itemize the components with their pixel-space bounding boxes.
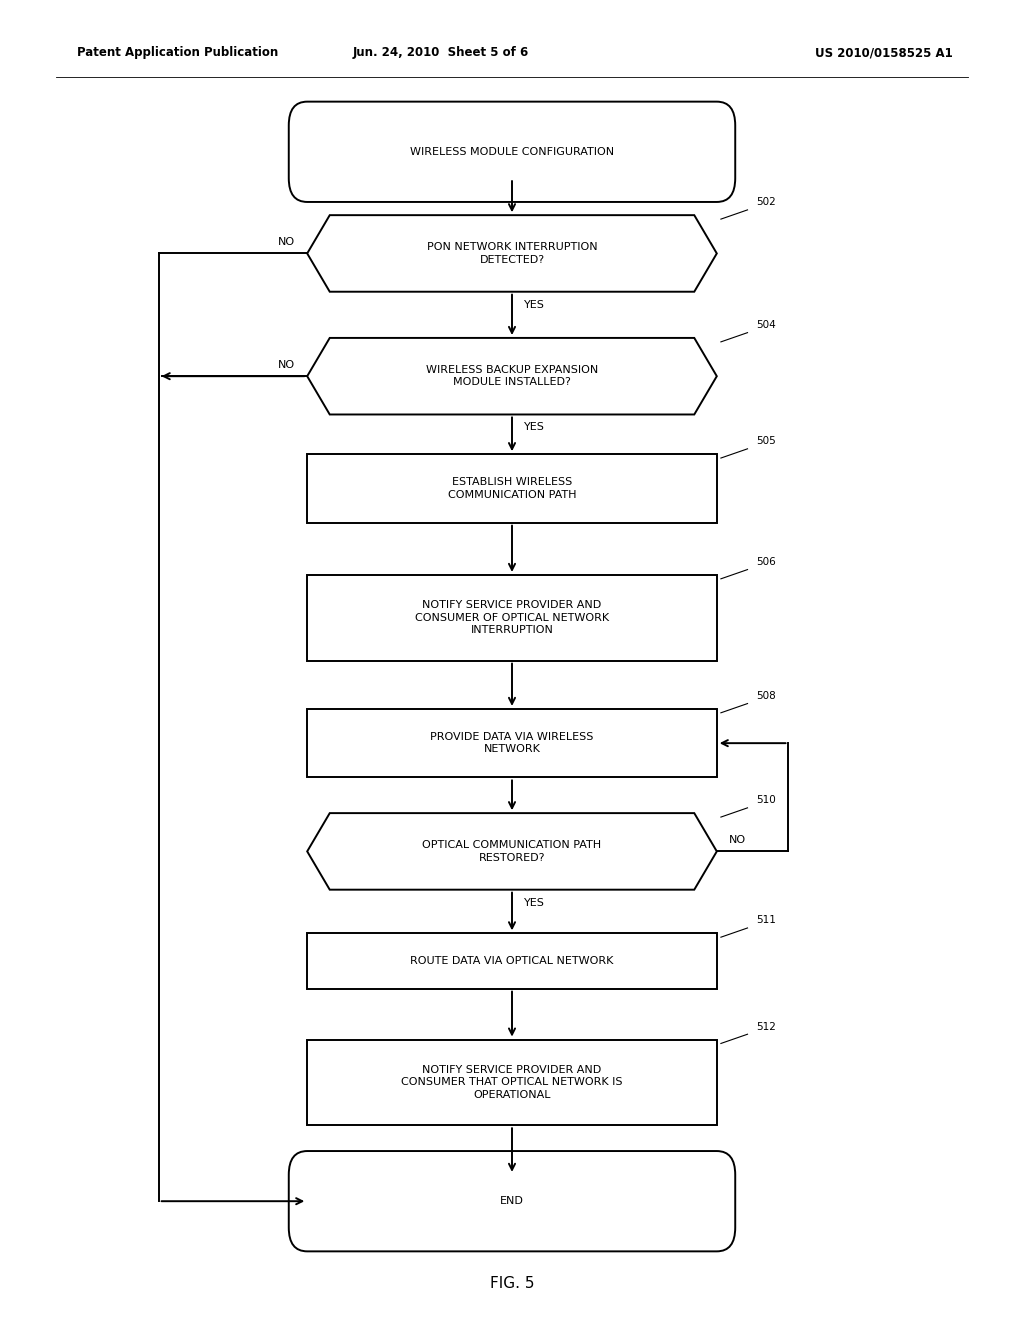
Text: NOTIFY SERVICE PROVIDER AND
CONSUMER OF OPTICAL NETWORK
INTERRUPTION: NOTIFY SERVICE PROVIDER AND CONSUMER OF … [415,601,609,635]
Text: 506: 506 [756,557,775,568]
Text: US 2010/0158525 A1: US 2010/0158525 A1 [814,46,952,59]
Polygon shape [307,215,717,292]
Text: WIRELESS MODULE CONFIGURATION: WIRELESS MODULE CONFIGURATION [410,147,614,157]
Bar [307,576,717,660]
Text: 508: 508 [756,690,775,701]
Bar [307,709,717,777]
Polygon shape [307,338,717,414]
Polygon shape [307,813,717,890]
Text: OPTICAL COMMUNICATION PATH
RESTORED?: OPTICAL COMMUNICATION PATH RESTORED? [423,841,601,862]
Text: YES: YES [524,300,545,310]
Text: 504: 504 [756,319,775,330]
Bar [307,454,717,523]
Text: ESTABLISH WIRELESS
COMMUNICATION PATH: ESTABLISH WIRELESS COMMUNICATION PATH [447,478,577,499]
Bar [307,1040,717,1125]
FancyBboxPatch shape [289,1151,735,1251]
Text: END: END [500,1196,524,1206]
FancyBboxPatch shape [289,102,735,202]
Text: YES: YES [524,422,545,433]
Text: 512: 512 [756,1022,775,1032]
Text: 510: 510 [756,795,775,805]
Text: PROVIDE DATA VIA WIRELESS
NETWORK: PROVIDE DATA VIA WIRELESS NETWORK [430,733,594,754]
Text: NO: NO [729,834,746,845]
Text: FIG. 5: FIG. 5 [489,1275,535,1291]
Text: 511: 511 [756,915,775,925]
Text: NO: NO [278,236,295,247]
Text: 502: 502 [756,197,775,207]
Bar [307,933,717,989]
Text: WIRELESS BACKUP EXPANSION
MODULE INSTALLED?: WIRELESS BACKUP EXPANSION MODULE INSTALL… [426,366,598,387]
Text: 505: 505 [756,436,775,446]
Text: PON NETWORK INTERRUPTION
DETECTED?: PON NETWORK INTERRUPTION DETECTED? [427,243,597,264]
Text: YES: YES [524,898,545,908]
Text: NOTIFY SERVICE PROVIDER AND
CONSUMER THAT OPTICAL NETWORK IS
OPERATIONAL: NOTIFY SERVICE PROVIDER AND CONSUMER THA… [401,1065,623,1100]
Text: NO: NO [278,359,295,370]
Text: Jun. 24, 2010  Sheet 5 of 6: Jun. 24, 2010 Sheet 5 of 6 [352,46,528,59]
Text: ROUTE DATA VIA OPTICAL NETWORK: ROUTE DATA VIA OPTICAL NETWORK [411,956,613,966]
Text: Patent Application Publication: Patent Application Publication [77,46,279,59]
